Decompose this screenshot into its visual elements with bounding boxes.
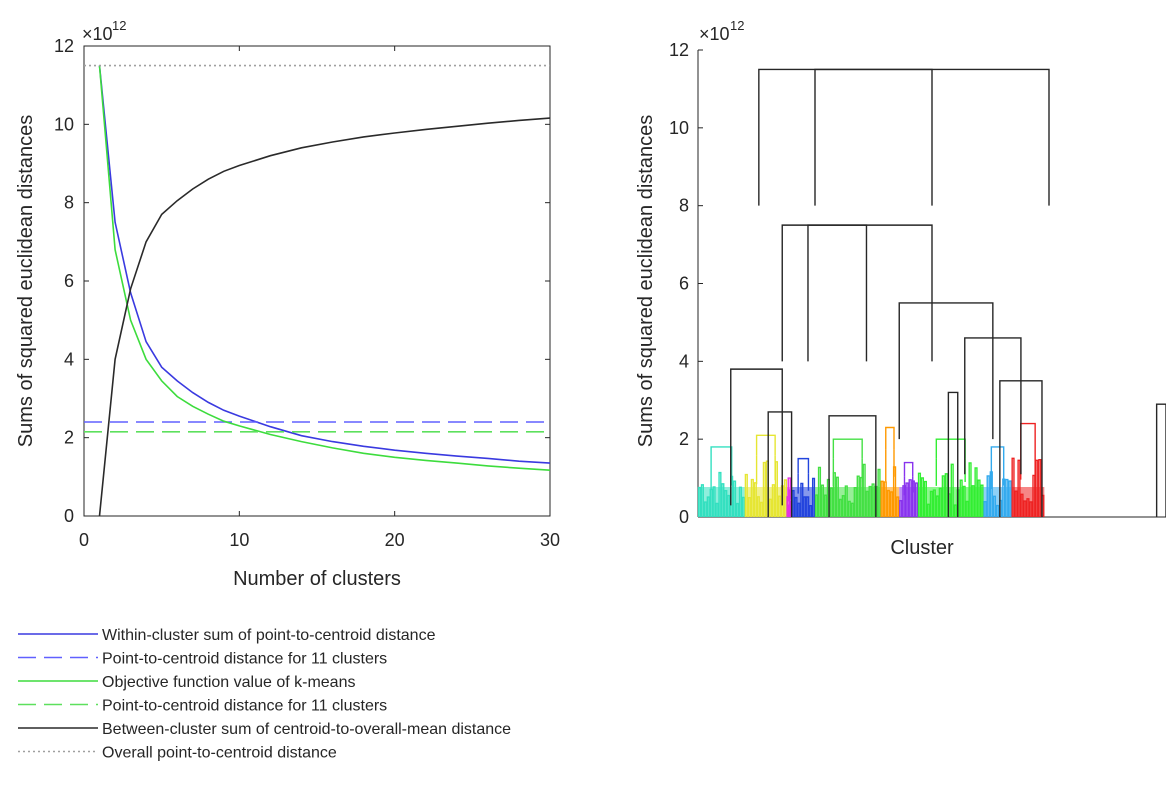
legend-label-2: Objective function value of k-means: [102, 674, 355, 691]
left-y-tick-label: 6: [64, 271, 74, 291]
left-y-tick-label: 12: [54, 36, 74, 56]
leaf-cluster-link: [935, 438, 966, 459]
right-y-tick-label: 12: [669, 40, 689, 60]
leaf-cluster-6: [899, 461, 919, 517]
dendrogram-link-10: [1155, 403, 1166, 517]
right-y-tick-label: 6: [679, 274, 689, 294]
legend: Within-cluster sum of point-to-centroid …: [18, 627, 511, 762]
leaf-cluster-link: [1020, 422, 1036, 447]
left-series-group: [84, 64, 551, 517]
left-y-exponent-power: 12: [112, 18, 126, 33]
leaf-cluster-fill: [815, 487, 881, 517]
leaf-cluster-link: [755, 434, 776, 456]
dendrogram-link-8: [947, 391, 959, 517]
leaf-cluster-0: [697, 446, 745, 517]
leaf-cluster-2: [786, 477, 793, 517]
leaf-cluster-7: [917, 438, 984, 517]
leaf-cluster-stem: [885, 449, 895, 482]
right-x-axis-label: Cluster: [890, 537, 954, 559]
left-x-tick-label: 0: [79, 530, 89, 550]
leaf-cluster-stem: [710, 464, 733, 489]
right-y-tick-label: 10: [669, 118, 689, 138]
left-y-axis-label: Sums of squared euclidean distances: [15, 115, 37, 447]
leaf-cluster-8: [983, 446, 1012, 517]
left-y-ticks: 0 2 4 6 8 10 12: [54, 36, 550, 526]
dendrogram-link-11: [767, 411, 793, 517]
right-chart: 0 2 4 6 8 10 12 ×10 12 Cluster Sums of squared…: [635, 18, 1166, 559]
legend-label-1: Point-to-centroid distance for 11 cluste…: [102, 651, 387, 668]
right-y-axis-label: Sums of squared euclidean distances: [635, 115, 657, 447]
left-y-tick-label: 8: [64, 193, 74, 213]
right-dendrogram-links: [730, 68, 1166, 517]
dendrogram-link-0: [758, 68, 933, 206]
dendrogram-link-7: [964, 337, 1022, 475]
left-y-exponent-base: ×10: [82, 24, 113, 44]
leaf-cluster-link: [832, 438, 863, 459]
leaf-cluster-stem: [990, 464, 1005, 489]
leaf-cluster-link: [710, 446, 733, 465]
left-y-tick-label: 4: [64, 349, 74, 369]
dendrogram-link-3: [781, 224, 933, 362]
right-y-exponent-power: 12: [730, 18, 744, 33]
left-x-tick-label: 20: [385, 530, 405, 550]
legend-label-4: Between-cluster sum of centroid-to-overa…: [102, 721, 511, 738]
legend-label-0: Within-cluster sum of point-to-centroid …: [102, 627, 436, 644]
leaf-cluster-link: [797, 457, 810, 474]
leaf-cluster-link: [885, 426, 895, 450]
left-x-ticks: 0 10 20 30: [79, 46, 560, 550]
leaf-cluster-4: [814, 438, 881, 517]
right-leaf-clusters: [697, 422, 1045, 517]
legend-label-3: Point-to-centroid distance for 11 cluste…: [102, 698, 387, 715]
leaf-cluster-fill: [917, 487, 984, 517]
right-y-tick-label: 4: [679, 351, 689, 371]
left-x-axis-label: Number of clusters: [233, 568, 401, 590]
dendrogram-link-6: [828, 415, 877, 517]
leaf-cluster-fill: [899, 487, 918, 517]
left-x-tick-label: 10: [229, 530, 249, 550]
right-y-tick-label: 2: [679, 429, 689, 449]
leaf-cluster-link: [787, 477, 791, 488]
right-y-tick-label: 0: [679, 507, 689, 527]
dendrogram-link-1: [814, 68, 1050, 206]
leaf-cluster-9: [1011, 422, 1045, 517]
leaf-cluster-fill: [1011, 487, 1045, 517]
left-y-tick-label: 2: [64, 428, 74, 448]
leaf-cluster-fill: [744, 487, 787, 517]
leaf-cluster-fill: [698, 487, 745, 517]
right-y-exponent-base: ×10: [699, 24, 730, 44]
left-chart: 0 2 4 6 8 10 12 0 10 20 30 ×10 12 Number of clust…: [15, 18, 560, 590]
dendrogram-link-4: [898, 302, 994, 440]
leaf-cluster-fill: [786, 487, 792, 517]
leaf-cluster-link: [903, 461, 914, 477]
leaf-cluster-fill: [983, 487, 1012, 517]
leaf-cluster-fill: [791, 487, 815, 517]
dendrogram-link-2: [807, 224, 868, 362]
left-series-line-2: [98, 65, 551, 471]
left-series-line-4: [98, 117, 551, 517]
leaf-cluster-1: [744, 434, 788, 517]
leaf-cluster-stem: [755, 455, 776, 485]
leaf-cluster-link: [990, 446, 1005, 465]
leaf-cluster-fill: [880, 487, 900, 517]
leaf-cluster-3: [791, 457, 816, 517]
left-y-tick-label: 10: [54, 114, 74, 134]
left-x-tick-label: 30: [540, 530, 560, 550]
legend-label-5: Overall point-to-centroid distance: [102, 745, 337, 762]
dendrogram-link-9: [999, 380, 1043, 517]
right-y-ticks: 0 2 4 6 8 10 12: [669, 40, 703, 527]
leaf-cluster-5: [880, 426, 900, 517]
leaf-cluster-stem: [832, 458, 863, 486]
left-y-tick-label: 0: [64, 506, 74, 526]
right-y-tick-label: 8: [679, 196, 689, 216]
dendrogram-link-5: [730, 368, 783, 506]
